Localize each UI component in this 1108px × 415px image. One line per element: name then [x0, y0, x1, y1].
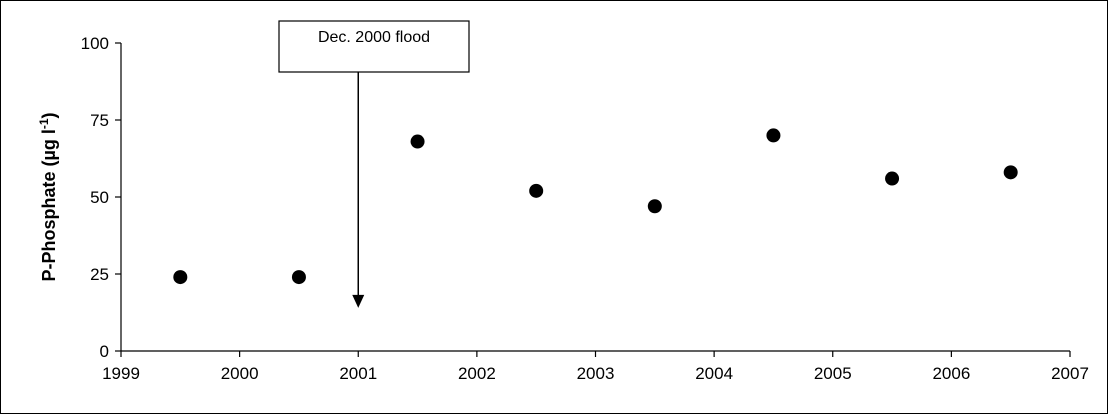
y-tick-label: 75	[90, 111, 109, 130]
y-axis-title-close: )	[39, 112, 59, 118]
y-axis-title-main: P-Phosphate (µg l	[39, 129, 59, 281]
x-tick-label: 2006	[932, 364, 970, 383]
annotation-text: Dec. 2000 flood	[318, 29, 430, 46]
data-point	[410, 134, 425, 149]
data-point	[529, 183, 544, 198]
x-tick-label: 2005	[814, 364, 852, 383]
x-tick-label: 2000	[221, 364, 259, 383]
x-tick-label: 2007	[1051, 364, 1089, 383]
data-point	[1003, 165, 1018, 180]
y-tick-label: 50	[90, 188, 109, 207]
y-tick-label: 25	[90, 265, 109, 284]
flood-annotation: Dec. 2000 flood	[278, 20, 470, 308]
y-tick-label: 0	[100, 342, 109, 361]
x-tick-label: 2001	[339, 364, 377, 383]
data-point	[291, 270, 306, 285]
y-ticks: 0 25 50 75 100	[81, 34, 121, 361]
y-axis-title: P-Phosphate (µg l-1)	[37, 112, 59, 281]
data-point	[885, 171, 900, 186]
x-tick-label: 2002	[458, 364, 496, 383]
annotation-box	[278, 20, 470, 73]
x-tick-label: 2004	[695, 364, 733, 383]
x-ticks: 1999 2000 2001 2002 2003 2004 2005 2006 2007	[102, 351, 1089, 383]
annotation-arrowhead	[352, 294, 365, 308]
data-point	[766, 128, 781, 143]
data-point	[647, 199, 662, 214]
x-tick-label: 2003	[577, 364, 615, 383]
y-tick-label: 100	[81, 34, 109, 53]
data-point	[173, 270, 188, 285]
y-axis-title-superscript: -1	[37, 118, 51, 129]
data-points	[173, 128, 1018, 285]
x-tick-label: 1999	[102, 364, 140, 383]
